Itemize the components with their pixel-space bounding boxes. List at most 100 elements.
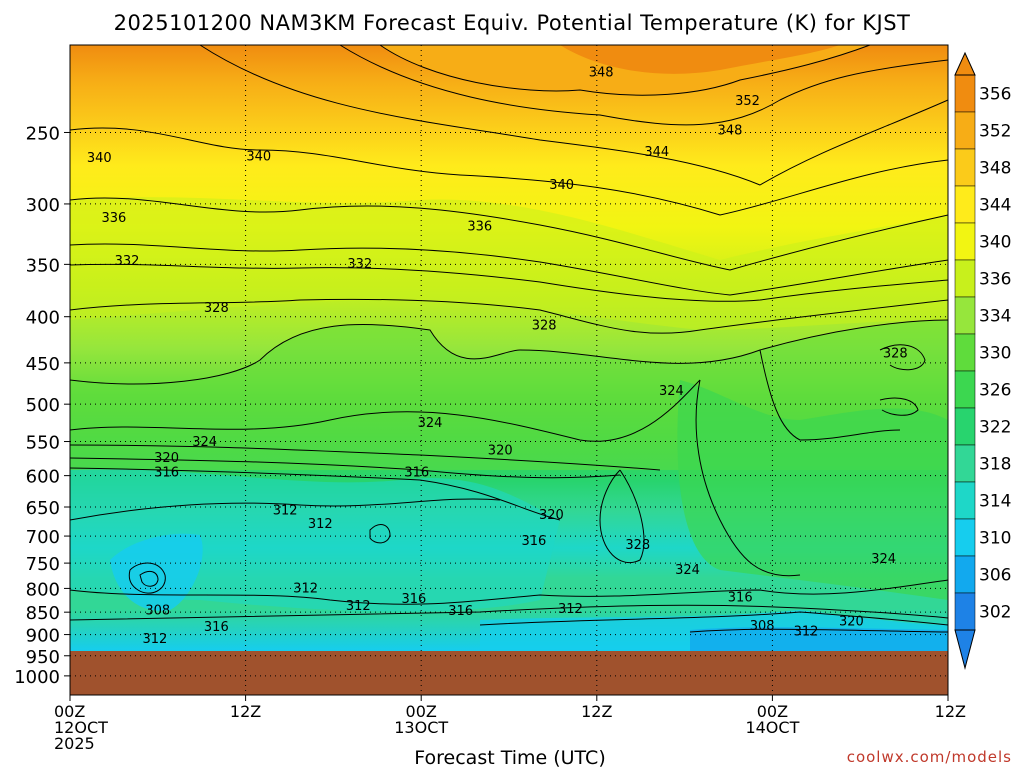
contour-label: 320 bbox=[154, 451, 179, 466]
contour-label: 340 bbox=[87, 151, 112, 166]
colorbar-label: 302 bbox=[979, 603, 1011, 623]
x-tick-label: 00Z bbox=[54, 702, 85, 721]
colorbar-swatch bbox=[954, 592, 976, 631]
y-tick-label: 350 bbox=[26, 255, 60, 276]
contour-label: 336 bbox=[101, 211, 126, 226]
colorbar-swatch bbox=[954, 111, 976, 150]
contour-label: 312 bbox=[794, 625, 819, 640]
contour-label: 328 bbox=[625, 538, 650, 553]
x-axis-title: Forecast Time (UTC) bbox=[414, 747, 605, 768]
y-tick-label: 650 bbox=[26, 498, 60, 519]
x-tick-label: 12Z bbox=[230, 702, 261, 721]
contour-label: 316 bbox=[154, 466, 179, 481]
y-tick-label: 600 bbox=[26, 467, 60, 488]
colorbar-swatch bbox=[954, 407, 976, 446]
contour-label: 328 bbox=[883, 346, 908, 361]
contour-label: 332 bbox=[115, 254, 140, 269]
contour-label: 316 bbox=[728, 591, 753, 606]
watermark: coolwx.com/models bbox=[847, 748, 1012, 766]
y-tick-label: 550 bbox=[26, 433, 60, 454]
right-column-region bbox=[677, 380, 948, 600]
contour-label: 320 bbox=[539, 508, 564, 523]
contour-label: 312 bbox=[293, 581, 318, 596]
colorbar-swatch bbox=[954, 74, 976, 113]
contour-lines bbox=[69, 44, 949, 633]
colorbar-label: 322 bbox=[979, 418, 1011, 438]
x-tick-label: 00Z bbox=[406, 702, 437, 721]
contour-label: 352 bbox=[735, 94, 760, 109]
contour-label: 320 bbox=[488, 443, 513, 458]
colorbar-label: 340 bbox=[979, 233, 1011, 253]
colorbar-swatch bbox=[954, 555, 976, 594]
colorbar-bottom-arrow bbox=[954, 629, 976, 670]
colorbar-swatch bbox=[954, 481, 976, 520]
contour-label: 344 bbox=[644, 145, 669, 160]
y-tick-label: 900 bbox=[26, 626, 60, 647]
contour-label: 340 bbox=[549, 178, 574, 193]
colorbar-swatch bbox=[954, 148, 976, 187]
colorbar-label: 310 bbox=[979, 529, 1011, 549]
contour-label: 324 bbox=[418, 416, 443, 431]
colorbar-swatch bbox=[954, 518, 976, 557]
contour-label: 324 bbox=[871, 552, 896, 567]
contour-label: 316 bbox=[448, 604, 473, 619]
colorbar-label: 306 bbox=[979, 566, 1011, 586]
contour-label: 316 bbox=[404, 466, 429, 481]
plot-area bbox=[69, 44, 949, 695]
colorbar-swatch bbox=[954, 333, 976, 372]
colorbar: 356 352 348 344 340 336 334 330 326 322 318 314 310 3… bbox=[954, 51, 1011, 670]
x-tick-label: 14OCT bbox=[745, 718, 799, 737]
colorbar-swatch bbox=[954, 444, 976, 483]
colorbar-top-arrow bbox=[954, 51, 976, 76]
contour-labels: 348 352 348 344 340 340 340 336 336 332 332 328 328 3… bbox=[87, 66, 908, 648]
mid-upper-region bbox=[70, 197, 948, 330]
contour-label: 324 bbox=[659, 384, 684, 399]
chart-title: 2025101200 NAM3KM Forecast Equiv. Potent… bbox=[114, 11, 911, 35]
colorbar-label: 336 bbox=[979, 270, 1011, 290]
terrain bbox=[70, 651, 948, 695]
contour-label: 312 bbox=[273, 503, 298, 518]
contour-label: 316 bbox=[204, 620, 229, 635]
contour-label: 316 bbox=[521, 534, 546, 549]
colorbar-swatch bbox=[954, 222, 976, 261]
contour-label: 320 bbox=[839, 614, 864, 629]
contour-label: 336 bbox=[467, 220, 492, 235]
y-tick-label: 250 bbox=[26, 123, 60, 144]
surface-coldest-region bbox=[690, 627, 948, 651]
contour-label: 348 bbox=[718, 123, 743, 138]
y-tick-label: 300 bbox=[26, 195, 60, 216]
contour-label: 324 bbox=[675, 563, 700, 578]
x-tick-label: 00Z bbox=[757, 702, 788, 721]
contour-label: 312 bbox=[558, 602, 583, 617]
contour-label: 312 bbox=[346, 599, 371, 614]
colorbar-swatch bbox=[954, 185, 976, 224]
y-tick-label: 750 bbox=[26, 554, 60, 575]
colorbar-label: 344 bbox=[979, 196, 1011, 216]
x-tick-label: 13OCT bbox=[394, 718, 448, 737]
colorbar-swatch bbox=[954, 370, 976, 409]
x-tick-label: 12Z bbox=[935, 702, 966, 721]
contour-label: 308 bbox=[145, 603, 170, 618]
contour-label: 312 bbox=[142, 632, 167, 647]
contour-label: 308 bbox=[750, 619, 775, 634]
contour-label: 340 bbox=[246, 149, 271, 164]
x-tick-label: 12Z bbox=[581, 702, 612, 721]
colorbar-label: 314 bbox=[979, 492, 1011, 512]
contour-label: 324 bbox=[192, 435, 217, 450]
y-tick-label: 500 bbox=[26, 395, 60, 416]
contour-label: 328 bbox=[204, 301, 229, 316]
colorbar-label: 330 bbox=[979, 344, 1011, 364]
colorbar-label: 356 bbox=[979, 85, 1011, 105]
y-tick-label: 850 bbox=[26, 603, 60, 624]
y-tick-label: 950 bbox=[26, 647, 60, 668]
y-axis: 2503003504004505005506006507007508008509… bbox=[14, 44, 949, 696]
plot-frame bbox=[69, 44, 949, 696]
colorbar-swatch bbox=[954, 296, 976, 335]
colorbar-label: 326 bbox=[979, 381, 1011, 401]
contour-label: 328 bbox=[532, 318, 557, 333]
y-tick-label: 700 bbox=[26, 527, 60, 548]
contour-label: 332 bbox=[347, 257, 372, 272]
y-tick-label: 450 bbox=[26, 354, 60, 375]
warm-core-region bbox=[560, 45, 840, 74]
